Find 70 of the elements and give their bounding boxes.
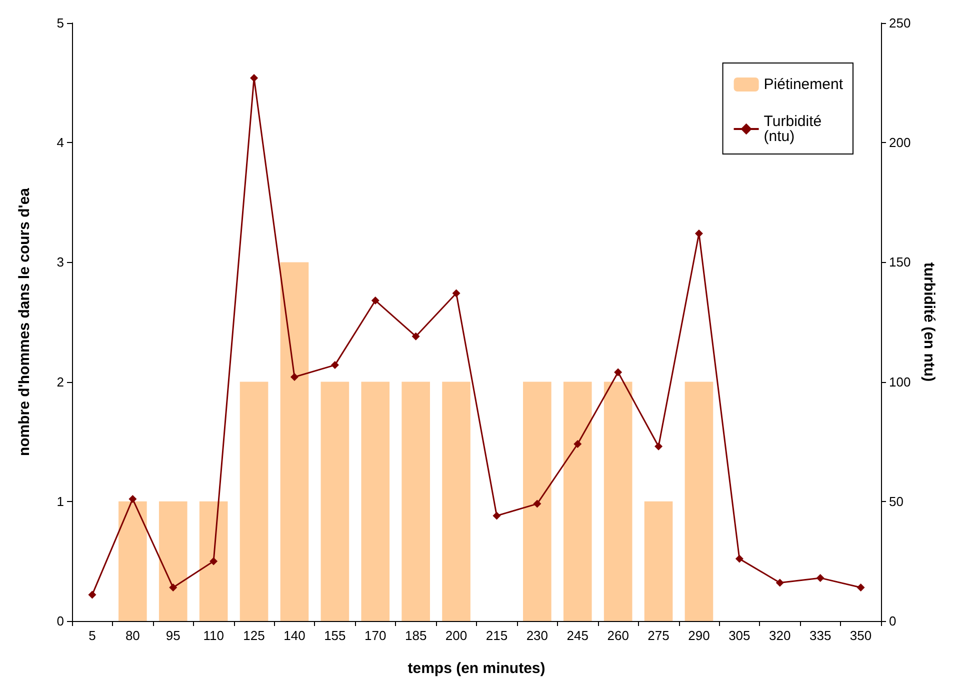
point — [128, 495, 137, 504]
bar — [240, 382, 268, 621]
legend-label: Turbidité (ntu) — [764, 113, 822, 145]
x-tick-label: 260 — [607, 628, 629, 643]
y2-tick-label: 150 — [889, 254, 911, 270]
x-tick-label: 230 — [526, 628, 548, 643]
legend-label: Piétinement — [764, 76, 844, 93]
bar — [199, 501, 228, 621]
point — [330, 361, 339, 370]
x-tick-label: 215 — [486, 628, 508, 643]
x-tick-label: 140 — [284, 628, 306, 643]
point — [169, 584, 178, 592]
point — [452, 289, 460, 298]
bar — [280, 262, 309, 621]
x-tick-label: 95 — [166, 628, 180, 643]
x-tick-label: 125 — [243, 628, 265, 643]
y-tick-label: 1 — [56, 494, 64, 509]
bar — [158, 501, 188, 621]
point — [290, 373, 298, 382]
y-tick-label: 5 — [56, 16, 64, 30]
bar — [644, 501, 673, 621]
point — [492, 512, 501, 520]
point — [412, 332, 420, 340]
x-axis-title: temps (en minutes) — [408, 660, 546, 677]
x-tick-label: 290 — [688, 628, 710, 643]
y-tick-label: 2 — [56, 374, 64, 390]
x-tick-label: 335 — [809, 628, 832, 643]
bar — [604, 382, 632, 621]
bar — [684, 382, 714, 621]
bar — [118, 501, 147, 621]
point — [210, 557, 218, 566]
point — [735, 554, 744, 563]
bar — [523, 382, 552, 621]
y-tick-label: 4 — [56, 135, 64, 150]
x-tick-label: 155 — [324, 628, 346, 643]
x-tick-label: 275 — [648, 628, 670, 643]
point — [574, 440, 582, 448]
y2-tick-label: 250 — [889, 16, 911, 30]
y-tick-label: 3 — [56, 254, 64, 270]
bar — [320, 382, 350, 621]
point — [776, 578, 784, 587]
point — [694, 229, 703, 238]
point — [654, 442, 663, 450]
x-tick-label: 170 — [364, 628, 386, 643]
y-axis-title: nombre d'hommes dans le cours d'ea — [16, 187, 33, 456]
y2-tick-label: 200 — [889, 135, 911, 150]
x-tick-label: 110 — [203, 628, 224, 643]
x-tick-label: 305 — [728, 628, 750, 643]
x-tick-label: 80 — [125, 628, 140, 643]
y-tick-label: 0 — [56, 614, 64, 628]
point — [856, 584, 865, 592]
y2-tick-label: 50 — [889, 494, 904, 509]
bar — [361, 382, 390, 621]
point — [533, 500, 542, 508]
point — [88, 590, 96, 599]
point — [371, 296, 380, 304]
bar — [402, 382, 430, 621]
x-tick-label: 5 — [88, 628, 96, 643]
x-tick-label: 320 — [769, 628, 791, 643]
point — [816, 574, 824, 582]
x-tick-label: 350 — [850, 628, 872, 643]
bar — [442, 382, 470, 621]
x-tick-label: 185 — [404, 628, 427, 643]
x-tick-label: 200 — [445, 628, 468, 643]
x-tick-label: 245 — [566, 628, 588, 643]
y2-tick-label: 0 — [889, 614, 896, 628]
bar — [563, 382, 592, 621]
y2-tick-label: 100 — [889, 374, 911, 390]
point — [614, 368, 622, 376]
y2-axis-title: turbidité (en ntu) — [920, 262, 938, 382]
